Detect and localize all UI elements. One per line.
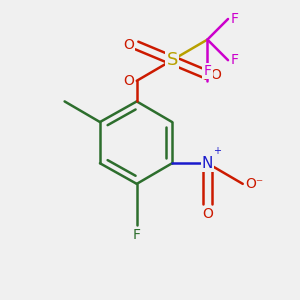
Text: F: F [231,12,239,26]
Text: F: F [203,64,211,78]
Text: +: + [213,146,221,156]
Text: F: F [133,228,141,242]
Text: N: N [202,156,213,171]
Text: O: O [202,207,213,221]
Text: S: S [167,51,178,69]
Text: F: F [231,53,239,67]
Text: O: O [123,74,134,88]
Text: O⁻: O⁻ [246,177,264,191]
Text: O: O [123,38,134,52]
Text: O: O [210,68,221,82]
